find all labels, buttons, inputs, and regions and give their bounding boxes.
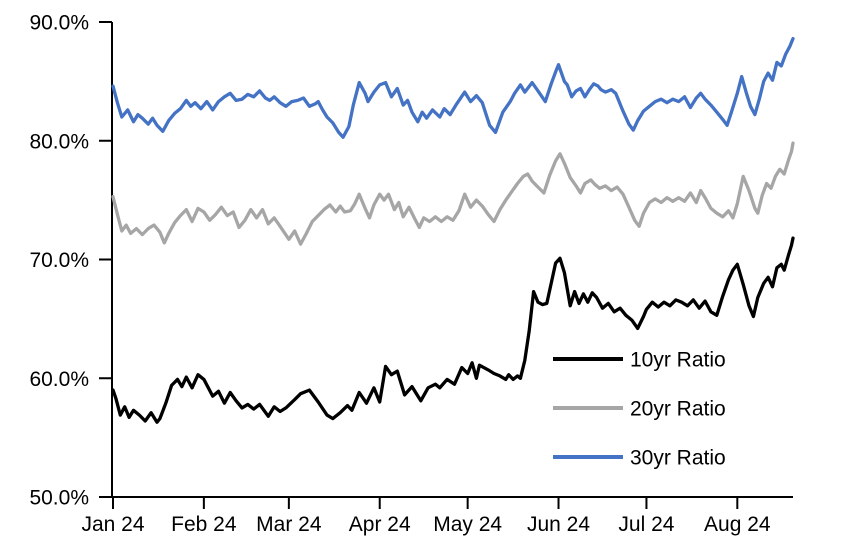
- x-axis-tick-label: May 24: [433, 513, 502, 536]
- series-line-30yr-ratio: [111, 36, 795, 139]
- y-axis-tick-label: 80.0%: [29, 130, 89, 153]
- x-axis-tick-label: Feb 24: [171, 513, 237, 536]
- axes: 50.0% 60.0% 70.0% 80.0% 90.0% Jan 24 Feb 24 Mar…: [29, 12, 793, 536]
- x-axis-tick-label: Jun 24: [527, 513, 590, 536]
- legend-item: 20yr Ratio: [553, 398, 726, 421]
- legend: 10yr Ratio 20yr Ratio 30yr Ratio: [553, 349, 726, 470]
- x-axis-tick-label: Jul 24: [618, 513, 674, 536]
- legend-item-label: 10yr Ratio: [630, 349, 726, 372]
- x-axis-tick-label: Aug 24: [704, 513, 771, 536]
- series-lines: [111, 36, 795, 424]
- legend-item: 10yr Ratio: [553, 349, 726, 372]
- series-line-20yr-ratio: [111, 141, 795, 246]
- y-axis-tick-label: 50.0%: [29, 487, 89, 510]
- legend-item-label: 20yr Ratio: [630, 398, 726, 421]
- y-axis-tick-label: 60.0%: [29, 368, 89, 391]
- series-line-10yr-ratio: [111, 236, 795, 424]
- x-axis-tick-label: Mar 24: [256, 513, 322, 536]
- y-axis-tick-label: 90.0%: [29, 12, 89, 35]
- x-axis-tick-label: Jan 24: [81, 513, 144, 536]
- legend-item: 30yr Ratio: [553, 447, 726, 470]
- legend-item-label: 30yr Ratio: [630, 447, 726, 470]
- y-axis-tick-label: 70.0%: [29, 249, 89, 272]
- x-axis-tick-label: Apr 24: [349, 513, 411, 536]
